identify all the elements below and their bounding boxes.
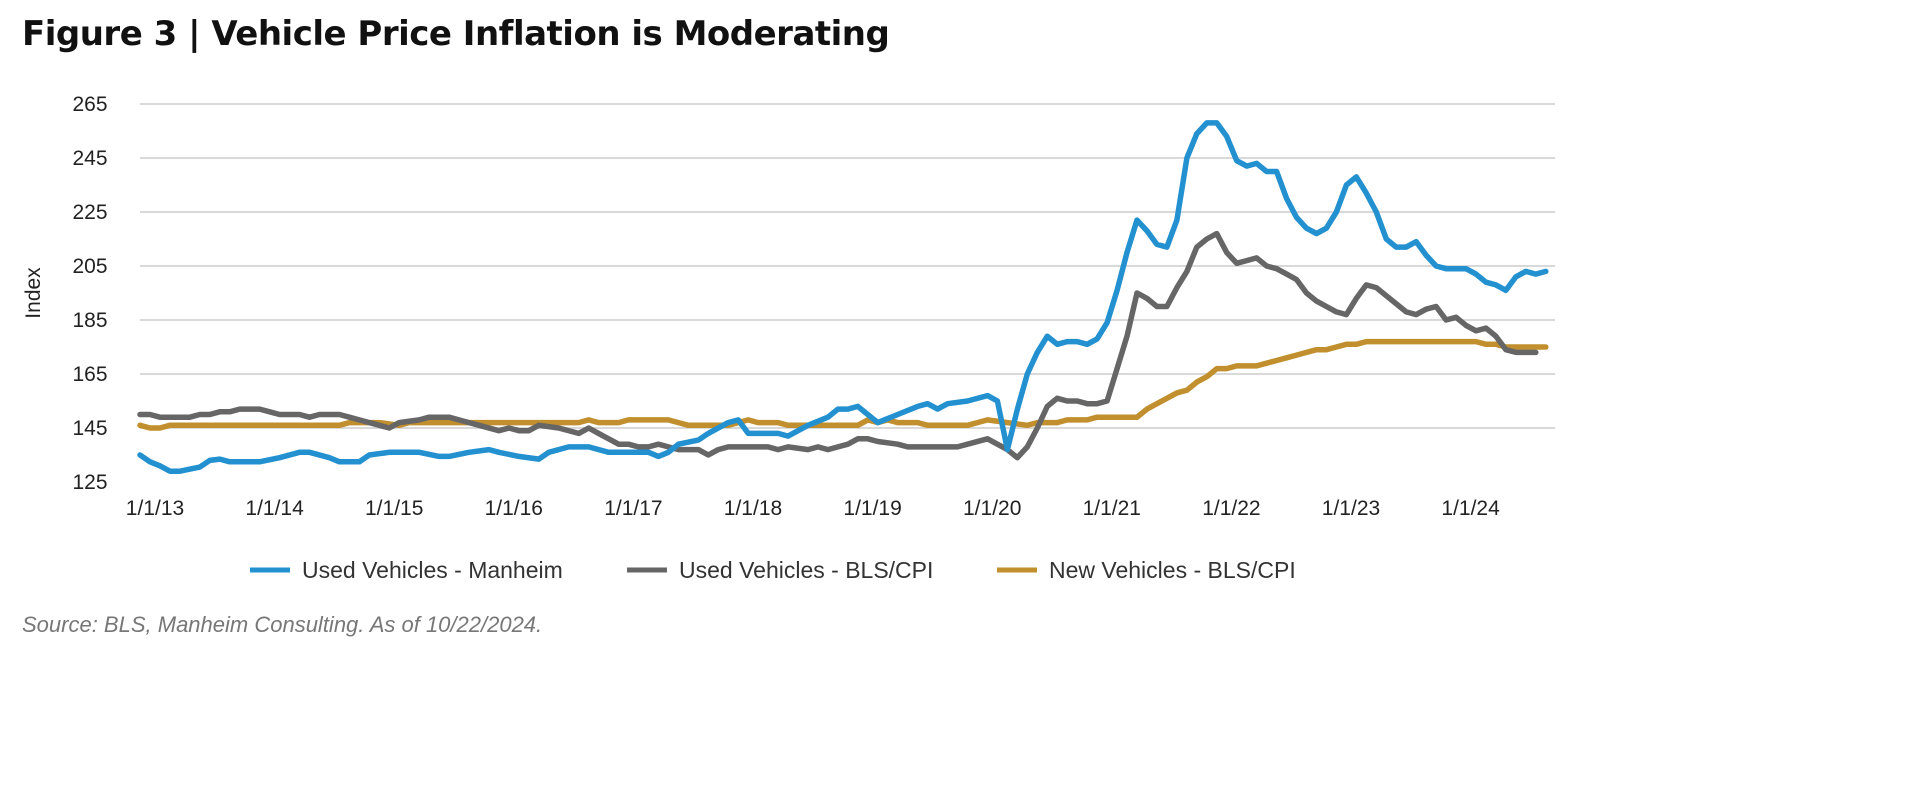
chart-title: Figure 3 | Vehicle Price Inflation is Mo… [22, 14, 890, 54]
y-tick-label: 125 [72, 471, 107, 494]
x-axis-ticks: 1/1/13 1/1/14 1/1/15 1/1/16 1/1/17 1/1/18 1/1/… [126, 497, 1500, 520]
x-tick-label: 1/1/21 [1083, 497, 1141, 520]
x-tick-label: 1/1/23 [1322, 497, 1380, 520]
y-axis-label: Index [22, 267, 45, 319]
y-tick-label: 265 [72, 93, 107, 116]
legend-label: Used Vehicles - BLS/CPI [679, 557, 933, 583]
x-tick-label: 1/1/19 [843, 497, 901, 520]
y-tick-label: 205 [72, 255, 107, 278]
series-line-used-vehicles-bls-cpi [137, 230, 1539, 461]
y-axis-ticks: 125 145 165 185 205 225 245 265 [72, 93, 107, 494]
x-tick-label: 1/1/14 [245, 497, 304, 520]
x-tick-label: 1/1/17 [604, 497, 662, 520]
y-tick-label: 185 [72, 309, 107, 332]
series-line-new-vehicles-bls-cpi [137, 338, 1549, 431]
y-tick-label: 225 [72, 201, 107, 224]
y-tick-label: 145 [72, 417, 107, 440]
x-tick-label: 1/1/13 [126, 497, 184, 520]
x-tick-label: 1/1/18 [724, 497, 782, 520]
legend-label: New Vehicles - BLS/CPI [1049, 557, 1296, 583]
x-tick-label: 1/1/16 [485, 497, 543, 520]
y-tick-label: 165 [72, 363, 107, 386]
legend-label: Used Vehicles - Manheim [302, 557, 563, 583]
source-note: Source: BLS, Manheim Consulting. As of 1… [22, 612, 543, 637]
gridlines [140, 103, 1555, 429]
x-tick-label: 1/1/20 [963, 497, 1021, 520]
x-tick-label: 1/1/24 [1441, 497, 1500, 520]
legend: Used Vehicles - Manheim Used Vehicles - B… [250, 557, 1296, 583]
series-line-used-vehicles-manheim [137, 120, 1549, 474]
x-tick-label: 1/1/15 [365, 497, 423, 520]
series-lines [137, 120, 1549, 474]
y-tick-label: 245 [72, 147, 107, 170]
x-tick-label: 1/1/22 [1202, 497, 1260, 520]
